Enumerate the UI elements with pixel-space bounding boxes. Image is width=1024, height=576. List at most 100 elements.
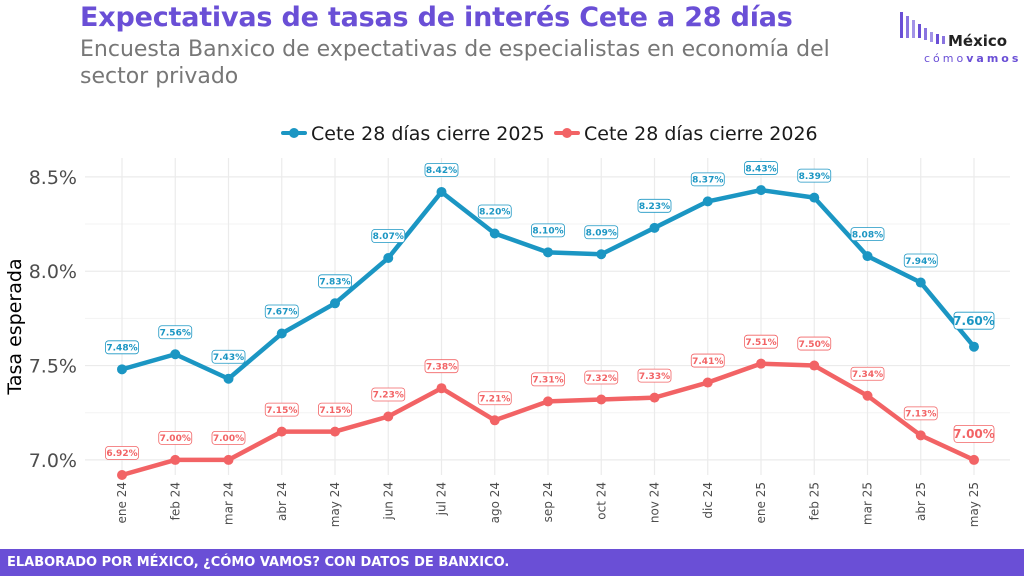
legend-entry-label: Cete 28 días cierre 2025 [311, 123, 545, 145]
footer-text: ELABORADO POR MÉXICO, ¿CÓMO VAMOS? CON D… [7, 555, 510, 570]
data-point [702, 196, 713, 207]
data-point [915, 430, 926, 441]
chart-subtitle: Encuesta Banxico de expectativas de espe… [80, 37, 830, 89]
data-label: 8.10% [532, 227, 563, 237]
data-point [543, 247, 553, 258]
brand-logo: México cómovamos [898, 8, 1020, 68]
data-point [649, 222, 660, 233]
data-label-box [371, 229, 406, 243]
data-point [276, 328, 287, 339]
data-point [915, 277, 926, 288]
data-label: 7.33% [639, 372, 670, 382]
data-point [223, 373, 234, 384]
logo-bars-icon [900, 12, 945, 44]
data-point [383, 253, 394, 264]
data-label: 7.48% [106, 344, 137, 354]
data-point [383, 411, 394, 422]
y-tick-label: 7.0% [29, 450, 77, 472]
data-label-box [953, 425, 995, 443]
data-point [596, 249, 607, 260]
data-label-box [903, 406, 938, 421]
data-point [489, 415, 500, 426]
line-chart: 7.0% 7.5% 8.0% 8.5% ene 24 feb 24 mar 24 abr 24… [4, 123, 1010, 527]
data-label: 7.43% [213, 353, 244, 363]
data-point [330, 298, 340, 309]
data-point [969, 341, 979, 352]
data-label: 7.51% [745, 338, 776, 348]
data-point [702, 377, 713, 388]
data-label-box [424, 163, 459, 177]
data-label: 8.23% [639, 202, 670, 212]
data-label-box [584, 225, 619, 240]
data-point [756, 185, 766, 196]
x-tick-label: may 24 [328, 482, 342, 527]
legend-entry-label: Cete 28 días cierre 2026 [584, 123, 818, 145]
data-label: 7.00% [953, 427, 995, 441]
x-tick-label: ago 24 [488, 482, 502, 523]
x-tick-label: nov 24 [648, 482, 662, 523]
logo-text-como-vamos: cómovamos [924, 52, 1021, 65]
data-label-box [903, 253, 938, 268]
x-tick-label: may 25 [967, 482, 981, 527]
data-label: 7.13% [905, 410, 936, 420]
logo-text-como: cómo [924, 52, 967, 65]
data-point [330, 426, 340, 437]
x-tick-label: feb 25 [807, 482, 821, 520]
data-label: 7.41% [692, 357, 723, 367]
data-point [436, 383, 447, 394]
data-label-box [158, 325, 193, 340]
chart-title: Expectativas de tasas de interés Cete a … [80, 2, 793, 33]
data-label: 8.20% [479, 208, 510, 218]
data-label-box [318, 274, 352, 289]
data-label-box [371, 387, 406, 402]
data-label-box [850, 366, 885, 381]
x-tick-label: sep 24 [541, 482, 555, 522]
data-label-box [264, 402, 299, 417]
data-label-box [531, 223, 565, 238]
data-label: 7.83% [319, 278, 350, 288]
data-point [117, 470, 127, 480]
data-label: 7.50% [799, 340, 830, 350]
data-label-box [211, 349, 246, 364]
legend-swatch-marker [562, 128, 572, 138]
data-label-box [264, 304, 299, 319]
data-point [649, 392, 660, 403]
data-label: 7.60% [953, 314, 995, 328]
data-label: 7.15% [266, 406, 297, 416]
data-label-box [477, 204, 512, 219]
data-label: 7.34% [852, 370, 883, 380]
data-point [489, 228, 500, 239]
data-point [223, 454, 234, 465]
data-label-box [211, 431, 246, 445]
data-point [170, 349, 181, 360]
data-label-box [477, 391, 512, 406]
data-label-box [690, 172, 725, 187]
data-label-box [584, 370, 619, 385]
data-label: 7.56% [160, 328, 191, 338]
data-label-box [158, 431, 193, 445]
data-label: 7.23% [373, 391, 404, 401]
data-point [809, 360, 820, 371]
y-tick-label: 8.5% [29, 167, 77, 189]
data-label-box [797, 168, 832, 183]
data-label-box [953, 311, 995, 330]
data-label-box [744, 161, 778, 175]
data-label: 8.43% [745, 164, 776, 174]
data-label: 7.00% [160, 434, 191, 444]
x-tick-label: abr 25 [914, 482, 928, 521]
logo-text-vamos: vamos [966, 52, 1022, 65]
data-point [596, 394, 607, 405]
data-label: 8.08% [852, 230, 883, 240]
data-label-box [105, 340, 139, 355]
data-point [809, 192, 820, 203]
x-tick-label: abr 24 [275, 482, 289, 521]
data-point [862, 390, 873, 401]
footer-bar: ELABORADO POR MÉXICO, ¿CÓMO VAMOS? CON D… [0, 549, 1024, 576]
x-tick-label: ene 25 [754, 482, 768, 523]
data-point [117, 364, 127, 375]
data-label: 7.94% [905, 257, 936, 267]
data-point [170, 454, 181, 465]
x-tick-label: mar 24 [222, 482, 236, 525]
y-tick-label: 7.5% [29, 356, 77, 378]
data-label-box [797, 336, 832, 351]
